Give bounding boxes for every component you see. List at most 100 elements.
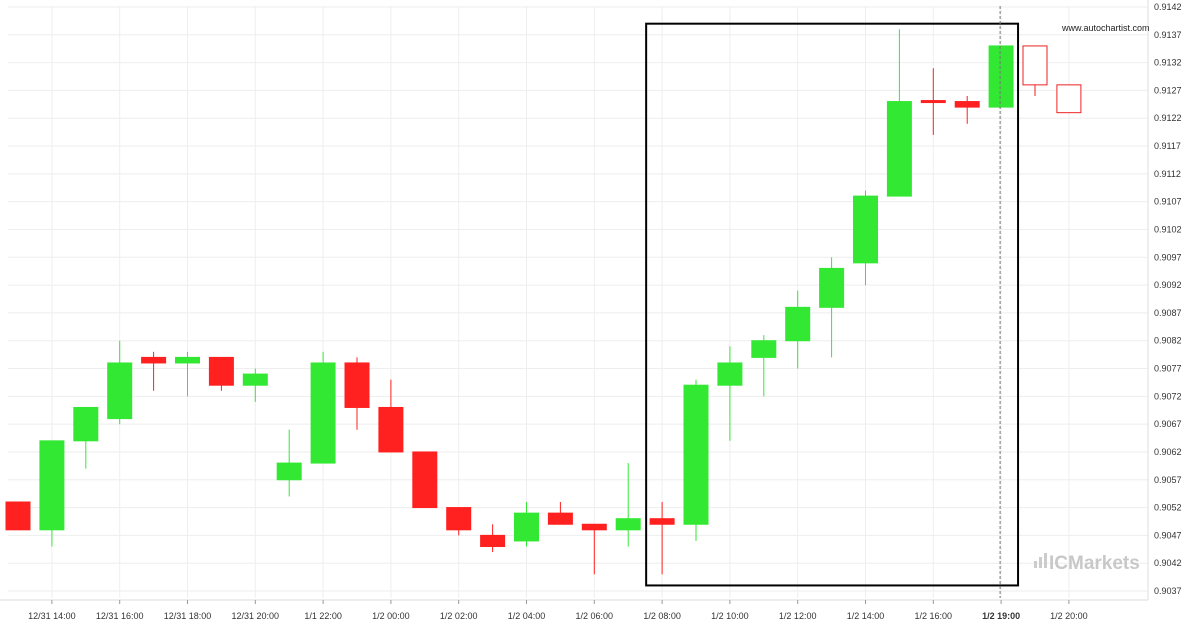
candle-body <box>73 406 99 442</box>
candle-body <box>378 406 404 453</box>
x-tick-label: 1/2 00:00 <box>372 611 410 621</box>
candle-body <box>683 384 709 525</box>
candle <box>581 523 607 575</box>
overlay-layer <box>645 6 1020 598</box>
x-tick-label: 1/2 04:00 <box>508 611 546 621</box>
candle-body <box>581 523 607 531</box>
candle-body <box>242 373 268 386</box>
y-tick-label: 0.9142 <box>1154 2 1182 12</box>
candle <box>649 502 675 575</box>
candle-body <box>39 440 65 531</box>
candle-body <box>819 267 845 308</box>
candle-body <box>141 356 167 364</box>
x-tick-label: 1/2 02:00 <box>440 611 478 621</box>
x-tick-label: 12/31 18:00 <box>164 611 212 621</box>
candle <box>615 463 641 547</box>
y-tick-label: 0.9077 <box>1154 364 1182 374</box>
candle-body <box>175 356 200 364</box>
candle <box>141 351 167 391</box>
candle <box>378 379 404 453</box>
candle <box>175 351 200 397</box>
bar-chart-icon <box>1034 553 1047 568</box>
x-tick-label: 12/31 14:00 <box>28 611 76 621</box>
grid-layer <box>8 6 1148 598</box>
x-tick-label: 12/31 20:00 <box>232 611 280 621</box>
candle-body <box>615 518 641 531</box>
candle-body <box>5 501 31 531</box>
candle <box>717 346 743 441</box>
candle-body <box>751 340 777 358</box>
x-tick-label: 1/2 06:00 <box>576 611 614 621</box>
candle-body <box>649 518 675 525</box>
candle-body <box>547 512 573 525</box>
y-tick-label: 0.9042 <box>1154 558 1182 568</box>
y-tick-label: 0.9062 <box>1154 447 1182 457</box>
y-tick-label: 0.9107 <box>1154 197 1182 207</box>
candle <box>954 95 980 124</box>
candle <box>310 351 336 464</box>
candle <box>819 257 845 358</box>
candle <box>5 501 31 531</box>
candle <box>446 507 472 536</box>
brand-name: ICMarkets <box>1049 553 1140 574</box>
y-tick-label: 0.9137 <box>1154 30 1182 40</box>
y-tick-label: 0.9067 <box>1154 419 1182 429</box>
candle-body <box>514 512 539 542</box>
candle <box>107 340 133 425</box>
y-tick-label: 0.9082 <box>1154 336 1182 346</box>
x-tick-label: 1/2 12:00 <box>779 611 817 621</box>
y-tick-label: 0.9102 <box>1154 224 1182 234</box>
candle <box>988 45 1014 108</box>
candle <box>514 502 539 547</box>
y-tick-label: 0.9097 <box>1154 252 1182 262</box>
candle-body <box>107 362 133 420</box>
candle-body <box>344 362 370 408</box>
x-tick-label: 1/1 22:00 <box>304 611 342 621</box>
candle <box>547 502 573 525</box>
candle-body <box>446 507 472 531</box>
candle <box>39 440 65 547</box>
axis-layer: 0.9142 0.9137 0.9132 0.9127 0.9122 0.9117 0.91… <box>0 0 1182 621</box>
y-tick-label: 0.9122 <box>1154 113 1182 123</box>
watermark-url: www.autochartist.com <box>1061 23 1150 33</box>
candle-body <box>886 101 912 197</box>
x-tick-label: 1/2 08:00 <box>643 611 681 621</box>
candle-body <box>412 451 438 509</box>
candle <box>276 429 302 497</box>
candle-body <box>785 306 811 342</box>
x-tick-label: 12/31 16:00 <box>96 611 144 621</box>
candle-body <box>988 45 1014 108</box>
candle-body <box>717 362 743 386</box>
candle-body <box>480 534 506 548</box>
y-tick-label: 0.9112 <box>1154 169 1181 179</box>
candle <box>683 379 709 541</box>
x-tick-label: 1/2 14:00 <box>847 611 885 621</box>
candle-body <box>853 195 878 264</box>
y-tick-label: 0.9072 <box>1154 391 1182 401</box>
candle-body <box>1022 45 1048 86</box>
y-tick-label: 0.9132 <box>1154 58 1182 68</box>
candle-body <box>920 100 946 104</box>
x-tick-label: 1/2 10:00 <box>711 611 749 621</box>
candle <box>1022 45 1048 96</box>
candle <box>480 524 506 553</box>
candle-body <box>208 356 234 386</box>
candle <box>344 357 370 430</box>
y-tick-label: 0.9117 <box>1154 141 1181 151</box>
y-tick-label: 0.9052 <box>1154 503 1182 513</box>
y-tick-label: 0.9092 <box>1154 280 1182 290</box>
candle-body <box>954 101 980 108</box>
pattern-box <box>645 22 1020 587</box>
candle <box>208 356 234 391</box>
y-tick-label: 0.9127 <box>1154 85 1182 95</box>
candle <box>751 335 777 397</box>
brand-logo: ICMarkets <box>1034 553 1140 574</box>
y-tick-label: 0.9047 <box>1154 530 1182 540</box>
y-tick-label: 0.9087 <box>1154 308 1182 318</box>
candle <box>73 406 99 469</box>
candle <box>853 190 878 286</box>
candle <box>785 290 811 369</box>
candle-layer <box>5 29 1082 575</box>
candle-body <box>276 462 302 481</box>
